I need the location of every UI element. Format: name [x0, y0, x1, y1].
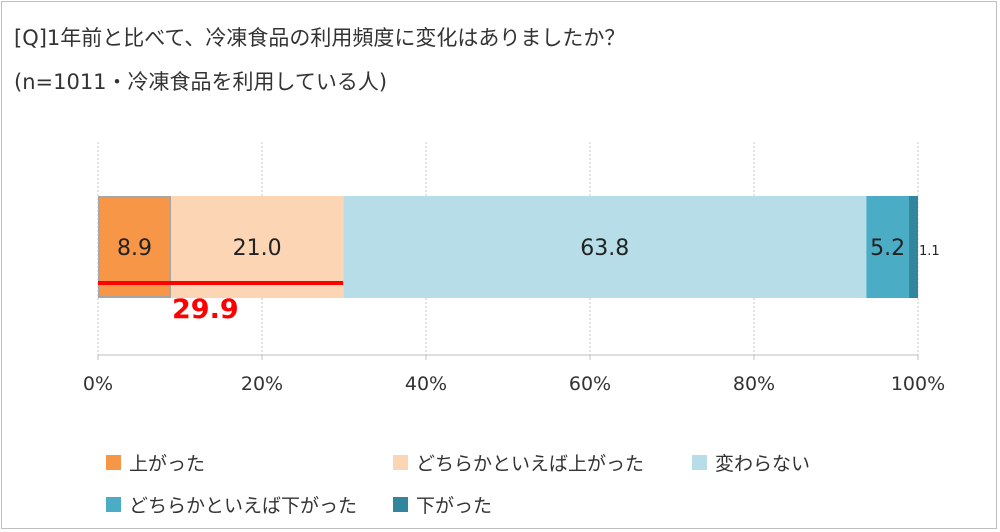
bar-segment: [343, 196, 867, 298]
x-tick-label: 100%: [891, 373, 945, 395]
x-tick-label: 20%: [241, 373, 283, 395]
bar-segment-outline: [98, 196, 171, 298]
annotation-label: 29.9: [172, 294, 239, 325]
data-label: 63.8: [580, 236, 629, 261]
bar-segment: [908, 196, 918, 298]
x-tick-label: 0%: [83, 373, 113, 395]
data-label: 21.0: [233, 236, 282, 261]
x-tick-label: 80%: [733, 373, 775, 395]
x-tick-label: 40%: [405, 373, 447, 395]
bar-segment: [866, 196, 909, 298]
x-tick-label: 60%: [569, 373, 611, 395]
chart-title: [Q]1年前と比べて、冷凍食品の利用頻度に変化はありましたか？: [14, 26, 626, 50]
chart-subtitle: (n=1011・冷凍食品を利用している人): [14, 70, 388, 94]
data-label: 8.9: [117, 236, 152, 261]
data-label: 5.2: [870, 236, 905, 261]
data-label: 1.1: [919, 244, 940, 259]
